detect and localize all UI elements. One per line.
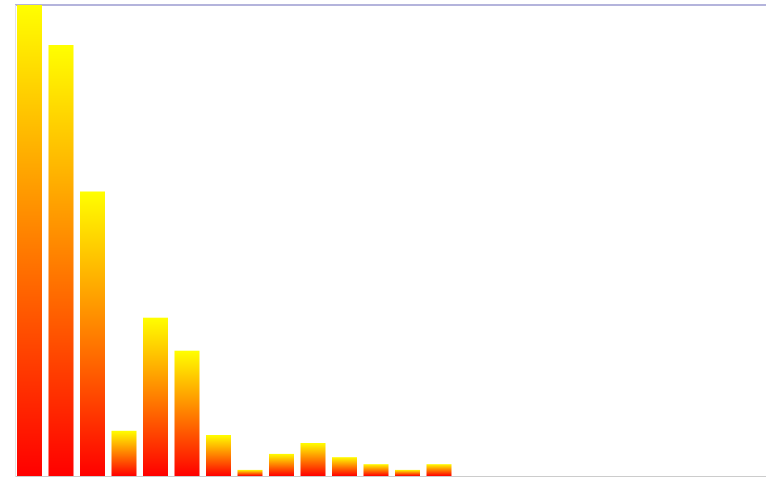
bar-1 [17,5,42,476]
bar-7 [206,435,231,476]
bar-5 [143,317,168,476]
bar-11 [332,457,357,476]
bar-12 [363,464,389,476]
bar-6 [174,350,200,476]
bar-3 [80,191,105,476]
bar-2 [48,45,74,476]
bar-4 [111,430,137,476]
bar-10 [300,443,326,476]
bar-8 [237,469,263,476]
bar-9 [269,453,294,476]
bar-13 [395,469,420,476]
bar-series [17,5,452,476]
bar-14 [426,464,452,476]
